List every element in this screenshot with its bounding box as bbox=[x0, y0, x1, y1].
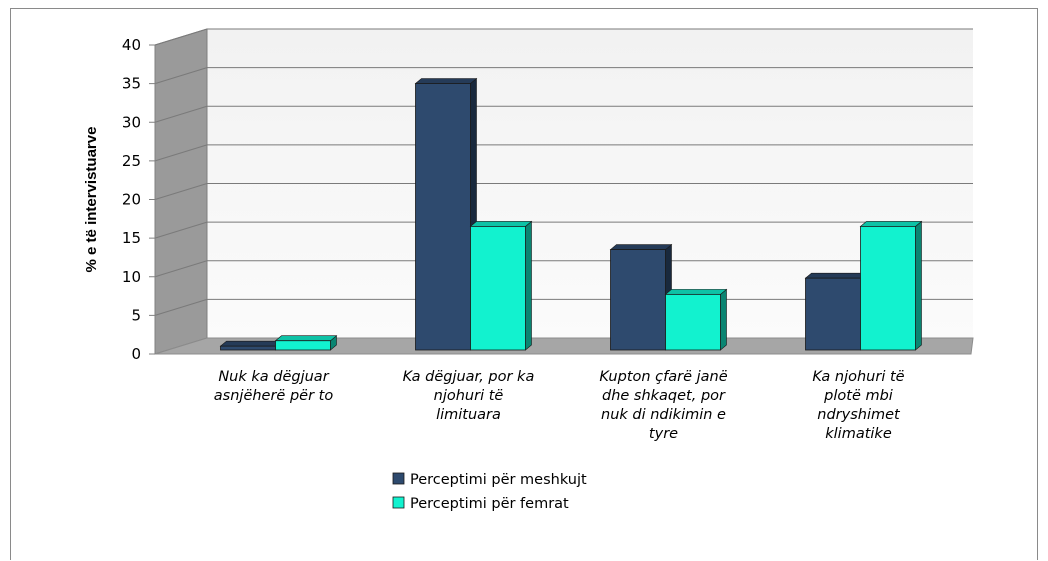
bar-meshkujt-2 bbox=[609, 243, 673, 351]
y-tick-label: 10 bbox=[122, 268, 141, 286]
bar-top bbox=[804, 272, 868, 279]
bar-front bbox=[860, 225, 916, 351]
gridline-side bbox=[154, 144, 208, 162]
bar-front bbox=[610, 249, 666, 351]
x-category-label-line: klimatike bbox=[825, 426, 892, 442]
legend-swatch bbox=[392, 496, 405, 509]
legend-swatch bbox=[392, 472, 405, 485]
bar-front bbox=[415, 83, 471, 351]
gridline-side bbox=[154, 105, 208, 123]
bar-top bbox=[859, 221, 923, 227]
gridline-side bbox=[154, 183, 208, 200]
y-tick-label: 25 bbox=[122, 152, 141, 170]
bar-front bbox=[470, 225, 526, 351]
legend-label: Perceptimi për femrat bbox=[410, 496, 569, 512]
y-tick-label: 20 bbox=[122, 191, 141, 209]
bar-meshkujt-0 bbox=[219, 340, 283, 351]
chart-frame bbox=[10, 8, 1038, 560]
gridline-side bbox=[154, 298, 208, 316]
bar-side bbox=[720, 288, 727, 351]
x-category-label-line: Kupton çfarë janë bbox=[599, 369, 727, 385]
bar-top bbox=[414, 78, 478, 84]
x-category-label-line: asnjëherë për to bbox=[214, 388, 334, 404]
x-category-label-line: nuk di ndikimin e bbox=[601, 407, 726, 423]
bar-front bbox=[220, 345, 276, 351]
x-category-label-line: dhe shkaqet, por bbox=[602, 388, 726, 404]
gridline-side bbox=[154, 260, 208, 278]
x-category-label-line: plotë mbi bbox=[823, 388, 893, 404]
gridline-side bbox=[154, 67, 208, 85]
bar-top bbox=[469, 221, 533, 227]
x-category-label-line: limituara bbox=[436, 407, 501, 423]
x-category-label: Ka njohuri të plotë mbi ndryshimet klimatik… bbox=[812, 369, 904, 442]
bar-top bbox=[219, 340, 283, 347]
x-category-label: Kupton çfarë janë dhe shkaqet, por nuk di … bbox=[599, 369, 727, 442]
y-tick-label: 30 bbox=[122, 113, 141, 131]
bar-front bbox=[805, 277, 861, 351]
x-category-label-line: Nuk ka dëgjuar bbox=[218, 369, 329, 385]
bar-meshkujt-3 bbox=[804, 272, 868, 351]
bar-side bbox=[525, 220, 532, 351]
bar-femrat-1 bbox=[469, 220, 533, 351]
bar-top bbox=[664, 289, 728, 295]
bar-top bbox=[274, 335, 338, 342]
legend-label: Perceptimi për meshkujt bbox=[410, 472, 587, 488]
bar-meshkujt-1 bbox=[414, 77, 478, 351]
x-category-label-line: Ka njohuri të bbox=[812, 369, 904, 385]
bar-femrat-2 bbox=[664, 288, 728, 351]
bar-front bbox=[665, 293, 721, 351]
y-tick-label: 5 bbox=[131, 306, 141, 324]
x-category-label-line: ndryshimet bbox=[817, 407, 901, 423]
y-tick-label: 0 bbox=[131, 345, 141, 363]
bar-top bbox=[609, 244, 673, 250]
gridline-side bbox=[154, 221, 208, 239]
bar-femrat-3 bbox=[859, 220, 923, 351]
x-category-label: Ka dëgjuar, por ka njohuri të limituara bbox=[403, 369, 535, 423]
y-tick-label: 35 bbox=[122, 75, 141, 93]
x-category-label-line: njohuri të bbox=[434, 388, 504, 404]
y-tick-label: 40 bbox=[122, 36, 141, 54]
bar-side bbox=[915, 220, 922, 351]
x-category-label: Nuk ka dëgjuar asnjëherë për to bbox=[214, 369, 334, 404]
x-category-label-line: Ka dëgjuar, por ka bbox=[403, 369, 535, 385]
floor bbox=[154, 337, 974, 355]
y-axis-title: % e të intervistuarve bbox=[83, 127, 100, 273]
gridline-side bbox=[154, 28, 208, 46]
x-category-label-line: tyre bbox=[649, 426, 678, 442]
bar-front bbox=[275, 340, 331, 351]
y-tick-label: 15 bbox=[122, 229, 141, 247]
bar-femrat-0 bbox=[274, 335, 338, 351]
